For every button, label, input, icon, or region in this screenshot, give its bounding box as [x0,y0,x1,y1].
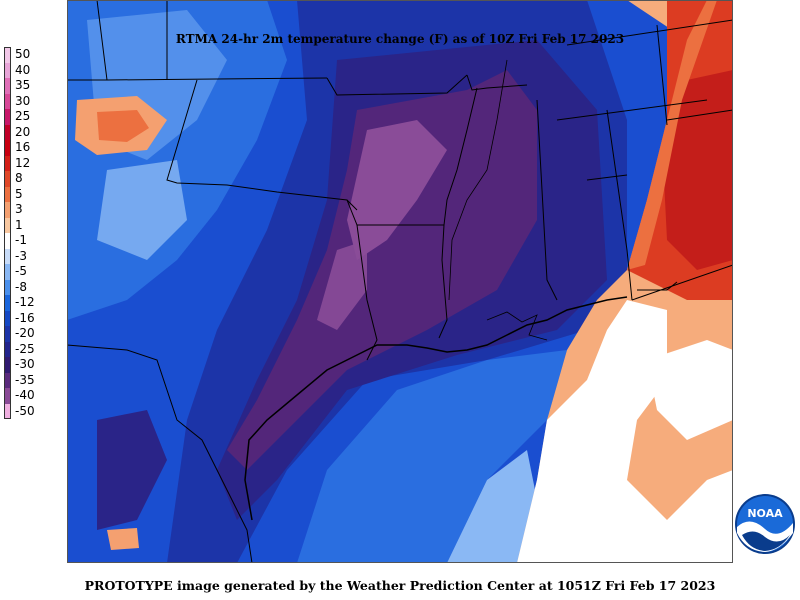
legend-label: -16 [15,310,35,325]
legend-label: 1 [15,217,23,232]
legend-swatch [4,310,11,326]
legend-row: 30 [4,93,64,109]
legend-row: -12 [4,295,64,311]
legend-swatch [4,93,11,109]
legend-label: 8 [15,171,23,185]
temperature-change-map [67,0,733,563]
mountain-pale-patch [97,160,187,260]
purple-core-region [227,70,537,470]
legend-row: -5 [4,264,64,280]
legend-swatch [4,264,11,280]
east-white-patch [647,340,733,440]
light-purple-patch-west [317,240,367,330]
legend-swatch [4,155,11,171]
legend-row: 3 [4,202,64,218]
legend-swatch [4,326,11,342]
footer-credit: PROTOTYPE image generated by the Weather… [84,578,716,593]
legend-row: -50 [4,403,64,419]
legend-row: -35 [4,372,64,388]
legend-swatch [4,403,11,419]
northwest-warm-core [97,110,149,142]
legend-swatch [4,341,11,357]
legend-label: -1 [15,233,27,247]
legend-row: -30 [4,357,64,373]
legend-label: -5 [15,264,27,278]
legend-label: 50 [15,47,31,61]
legend-label: 35 [15,78,31,92]
gulf-pale-region [447,450,537,563]
legend-label: -50 [15,403,35,418]
legend-label: 20 [15,124,31,139]
legend-row: 5 [4,186,64,202]
legend-swatch [4,372,11,388]
legend-label: 25 [15,109,31,123]
legend-swatch [4,295,11,311]
noaa-logo: NOAA [735,494,795,554]
legend-label: -12 [15,295,35,309]
color-legend: 50 40 35 30 25 20 16 12 8 5 3 1 -1 -3 -5 -8 -12 -16 -20 -25… [4,47,64,419]
legend-label: 5 [15,186,23,201]
legend-label: -20 [15,326,35,340]
east-warm-edge [627,0,717,270]
legend-row: 12 [4,155,64,171]
legend-swatch [4,217,11,233]
legend-row: -3 [4,248,64,264]
legend-swatch [4,388,11,404]
legend-label: -30 [15,357,35,371]
legend-swatch [4,279,11,295]
legend-swatch [4,202,11,218]
legend-swatch [4,357,11,373]
southwest-warm-speck [107,528,139,550]
legend-swatch [4,109,11,125]
legend-row: 1 [4,217,64,233]
legend-row: 25 [4,109,64,125]
legend-row: 16 [4,140,64,156]
legend-row: 35 [4,78,64,94]
neutral-white-zone [517,300,733,563]
legend-label: 30 [15,93,31,108]
legend-swatch [4,171,11,187]
legend-label: 16 [15,140,31,154]
legend-label: -25 [15,341,35,356]
map-frame [67,0,733,563]
legend-swatch [4,186,11,202]
legend-row: -8 [4,279,64,295]
legend-swatch [4,248,11,264]
legend-row: 50 [4,47,64,63]
legend-label: 40 [15,62,31,77]
legend-row: -25 [4,341,64,357]
state-borders [67,0,733,563]
legend-row: -1 [4,233,64,249]
legend-swatch [4,233,11,249]
legend-label: -3 [15,248,27,263]
legend-label: 3 [15,202,23,216]
legend-label: -40 [15,388,35,402]
legend-swatch [4,62,11,78]
southwest-cold-patch [97,410,167,530]
legend-label: -35 [15,372,35,387]
river-line [448,59,508,301]
legend-row: 40 [4,62,64,78]
legend-swatch [4,78,11,94]
legend-swatch [4,140,11,156]
legend-row: -20 [4,326,64,342]
legend-row: -40 [4,388,64,404]
map-title: RTMA 24-hr 2m temperature change (F) as … [175,32,625,46]
legend-swatch [4,124,11,140]
legend-label: -8 [15,279,27,294]
legend-label: 12 [15,155,31,170]
legend-row: 8 [4,171,64,187]
legend-swatch [4,47,11,63]
logo-text: NOAA [747,507,783,520]
gulf-blue-region [297,350,567,563]
east-warm-core [663,70,733,270]
bayou-detail [486,311,548,341]
gulf-coastline [244,296,628,521]
legend-row: -16 [4,310,64,326]
legend-row: 20 [4,124,64,140]
